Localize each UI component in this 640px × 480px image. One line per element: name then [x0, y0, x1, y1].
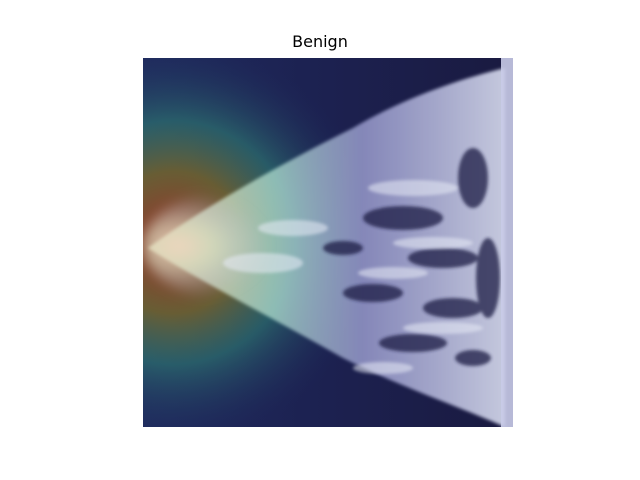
figure-title: Benign [292, 32, 348, 51]
heatmap-mammogram-image [143, 58, 513, 427]
